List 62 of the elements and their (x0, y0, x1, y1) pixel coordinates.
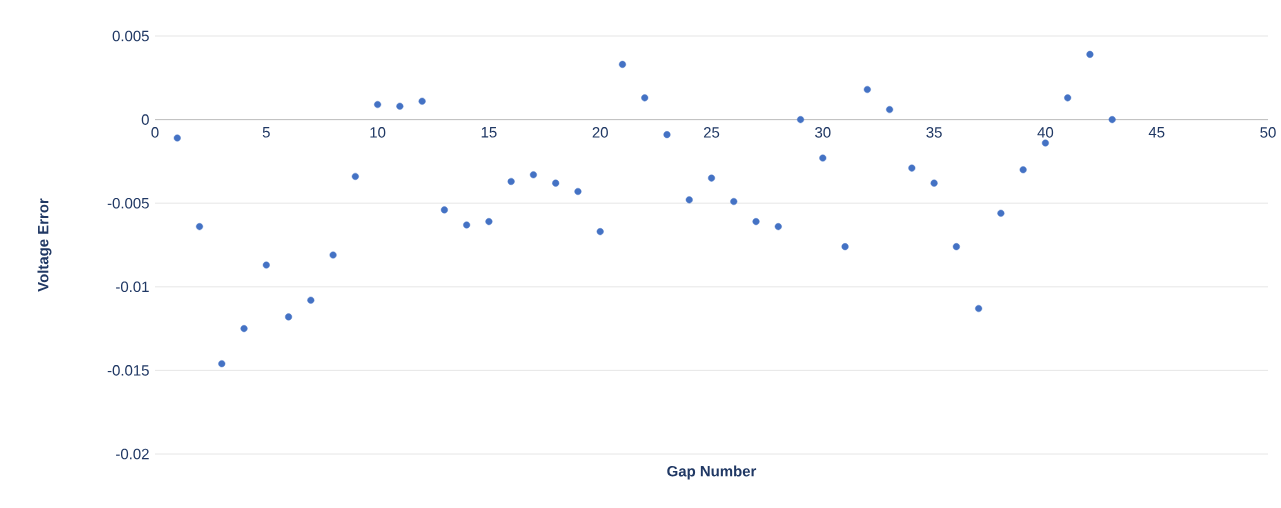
point (596, 228, 604, 236)
x-axis-title: Gap Number (667, 465, 757, 480)
point (797, 116, 805, 124)
point (418, 97, 426, 105)
point (1041, 139, 1049, 147)
point (1086, 50, 1094, 58)
point (329, 251, 337, 259)
point (685, 196, 693, 204)
point (730, 198, 738, 206)
point (1108, 116, 1116, 124)
x-tick-label: 30 (815, 127, 831, 138)
y-tick-label: -0.015 (107, 365, 149, 376)
x-tick-label: 35 (926, 127, 942, 138)
y-tick-label: -0.02 (116, 448, 149, 460)
point (285, 313, 293, 321)
point (908, 164, 916, 172)
x-tick-label: 40 (1037, 127, 1054, 138)
x-tick-label: 20 (592, 127, 608, 138)
y-axis-title: Voltage Error (37, 198, 52, 292)
x-tick-label: 10 (370, 127, 386, 138)
point (841, 243, 849, 251)
point (507, 177, 515, 185)
x-tick-label: 45 (1148, 127, 1165, 138)
point (529, 171, 537, 179)
point (351, 172, 359, 180)
point (819, 154, 827, 162)
point (641, 94, 649, 102)
y-tick-label: 0.005 (112, 30, 149, 42)
point (463, 221, 471, 229)
point (930, 179, 938, 187)
point (374, 101, 382, 109)
point (774, 223, 782, 231)
point (196, 223, 204, 231)
point (886, 106, 894, 114)
x-tick-label: 25 (703, 127, 720, 138)
point (618, 60, 626, 68)
point (240, 325, 248, 333)
x-tick-label: 5 (262, 127, 270, 138)
point (574, 187, 582, 195)
point (975, 305, 983, 313)
point (997, 209, 1005, 217)
point (663, 131, 671, 139)
x-tick-label: 15 (481, 127, 497, 138)
x-tick-label: 50 (1260, 127, 1276, 138)
point (952, 243, 960, 251)
point (552, 179, 560, 187)
x-tick-label: 0 (151, 127, 159, 138)
point (485, 218, 493, 226)
y-tick-label: -0.005 (107, 197, 149, 209)
point (262, 261, 270, 269)
y-tick-label: -0.01 (116, 281, 149, 293)
point (218, 360, 226, 368)
point (752, 218, 760, 226)
point (1064, 94, 1072, 102)
point (708, 174, 716, 182)
point (307, 296, 315, 304)
point (440, 206, 448, 214)
point (396, 102, 404, 110)
point (1019, 166, 1027, 174)
point (173, 134, 181, 142)
point (863, 86, 871, 93)
y-tick-label: 0 (141, 114, 149, 125)
